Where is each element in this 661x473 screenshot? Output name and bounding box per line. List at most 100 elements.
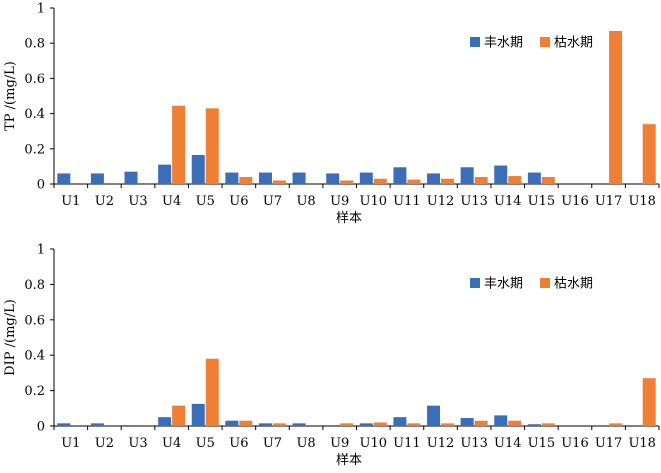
legend-label: 枯水期 — [554, 36, 593, 51]
x-tick-label: U13 — [460, 436, 488, 451]
wet-season-bar — [359, 172, 373, 184]
wet-season-bar — [158, 164, 172, 184]
x-tick-label: U2 — [95, 436, 114, 451]
dry-season-bar — [474, 176, 488, 184]
y-tick-label: 0.8 — [24, 37, 45, 52]
dry-season-bar — [239, 176, 253, 184]
wet-season-bar — [326, 425, 340, 426]
x-tick-label: U7 — [263, 194, 282, 209]
wet-season-bar — [90, 173, 104, 184]
x-tick-label: U10 — [360, 436, 388, 451]
x-tick-label: U8 — [296, 194, 315, 209]
y-tick-label: 0.6 — [24, 313, 45, 328]
legend-swatch — [540, 278, 550, 288]
x-tick-label: U16 — [561, 194, 589, 209]
wet-season-bar — [494, 415, 508, 426]
x-tick-label: U14 — [494, 436, 522, 451]
x-tick-label: U14 — [494, 194, 522, 209]
dry-season-bar — [205, 358, 219, 426]
wet-season-bar — [427, 173, 441, 184]
wet-season-bar — [191, 403, 205, 426]
wet-season-bar — [527, 424, 541, 426]
y-tick-label: 0.6 — [24, 72, 45, 87]
dry-season-bar — [172, 405, 186, 426]
legend-swatch — [470, 278, 480, 288]
dry-season-bar — [373, 178, 387, 184]
dry-season-bar — [172, 105, 186, 184]
wet-season-bar — [326, 173, 340, 184]
x-tick-label: U11 — [393, 436, 421, 451]
wet-season-bar — [57, 173, 71, 184]
x-tick-label: U12 — [427, 194, 455, 209]
wet-season-bar — [225, 172, 239, 184]
x-tick-label: U3 — [128, 436, 147, 451]
dry-season-bar — [441, 178, 455, 184]
wet-season-bar — [393, 417, 407, 426]
x-tick-label: U4 — [162, 194, 181, 209]
dry-season-bar — [407, 179, 421, 184]
y-axis-title: TP /(mg/L) — [3, 61, 18, 131]
y-tick-label: 0 — [37, 178, 45, 193]
x-tick-label: U9 — [330, 436, 349, 451]
x-tick-label: U12 — [427, 436, 455, 451]
x-tick-label: U13 — [460, 194, 488, 209]
y-tick-label: 0.2 — [24, 142, 45, 157]
wet-season-bar — [527, 172, 541, 184]
dry-season-bar — [609, 423, 623, 426]
x-tick-label: U7 — [263, 436, 282, 451]
x-tick-label: U10 — [360, 194, 388, 209]
wet-season-bar — [494, 165, 508, 184]
legend-label: 枯水期 — [554, 277, 593, 292]
dry-season-bar — [474, 420, 488, 426]
y-axis-title: DIP /(mg/L) — [3, 299, 18, 376]
x-axis-title: 样本 — [336, 453, 362, 468]
dry-season-bar — [609, 30, 623, 184]
wet-season-bar — [258, 423, 272, 426]
dry-season-bar — [541, 423, 555, 426]
wet-season-bar — [191, 154, 205, 184]
y-tick-label: 1 — [37, 2, 45, 17]
dry-season-bar — [642, 378, 656, 426]
dry-season-bar — [508, 176, 522, 184]
wet-season-bar — [427, 405, 441, 426]
dry-season-bar — [508, 420, 522, 426]
x-axis-title: 样本 — [336, 211, 362, 226]
wet-season-bar — [292, 423, 306, 426]
x-tick-label: U15 — [528, 194, 556, 209]
legend-swatch — [470, 37, 480, 47]
x-tick-label: U17 — [595, 436, 623, 451]
dry-season-bar — [239, 420, 253, 426]
wet-season-bar — [225, 420, 239, 426]
x-tick-label: U18 — [628, 194, 656, 209]
dry-season-bar — [340, 423, 354, 426]
x-tick-label: U2 — [95, 194, 114, 209]
x-tick-label: U5 — [196, 436, 215, 451]
wet-season-bar — [258, 172, 272, 184]
dry-season-bar — [205, 108, 219, 184]
x-tick-label: U1 — [61, 194, 80, 209]
x-tick-label: U6 — [229, 436, 248, 451]
legend-swatch — [540, 37, 550, 47]
y-tick-label: 0.4 — [24, 107, 45, 122]
y-tick-label: 1 — [37, 243, 45, 258]
x-tick-label: U9 — [330, 194, 349, 209]
legend-label: 丰水期 — [484, 36, 523, 51]
wet-season-bar — [124, 425, 138, 426]
dip-chart-panel: 0 0.2 0.4 0.6 0.8 1 DIP /(mg/L) U1 U2 U3 U4 U5 U6 U7 U… — [3, 243, 660, 468]
wet-season-bar — [393, 167, 407, 184]
wet-season-bar — [90, 423, 104, 426]
dry-season-bar — [272, 180, 286, 184]
wet-season-bar — [124, 171, 138, 184]
tp-chart-panel: 0 0.2 0.4 0.6 0.8 1 TP /(mg/L) U1 U2 U3 U4 U5 U6 U7 U8… — [3, 2, 660, 226]
x-tick-label: U3 — [128, 194, 147, 209]
x-tick-label: U11 — [393, 194, 421, 209]
wet-season-bar — [292, 172, 306, 184]
y-tick-label: 0.2 — [24, 384, 45, 399]
y-tick-label: 0 — [37, 420, 45, 435]
dry-season-bar — [541, 176, 555, 184]
x-tick-label: U6 — [229, 194, 248, 209]
wet-season-bar — [158, 417, 172, 426]
dry-season-bar — [272, 423, 286, 426]
dry-season-bar — [642, 124, 656, 184]
